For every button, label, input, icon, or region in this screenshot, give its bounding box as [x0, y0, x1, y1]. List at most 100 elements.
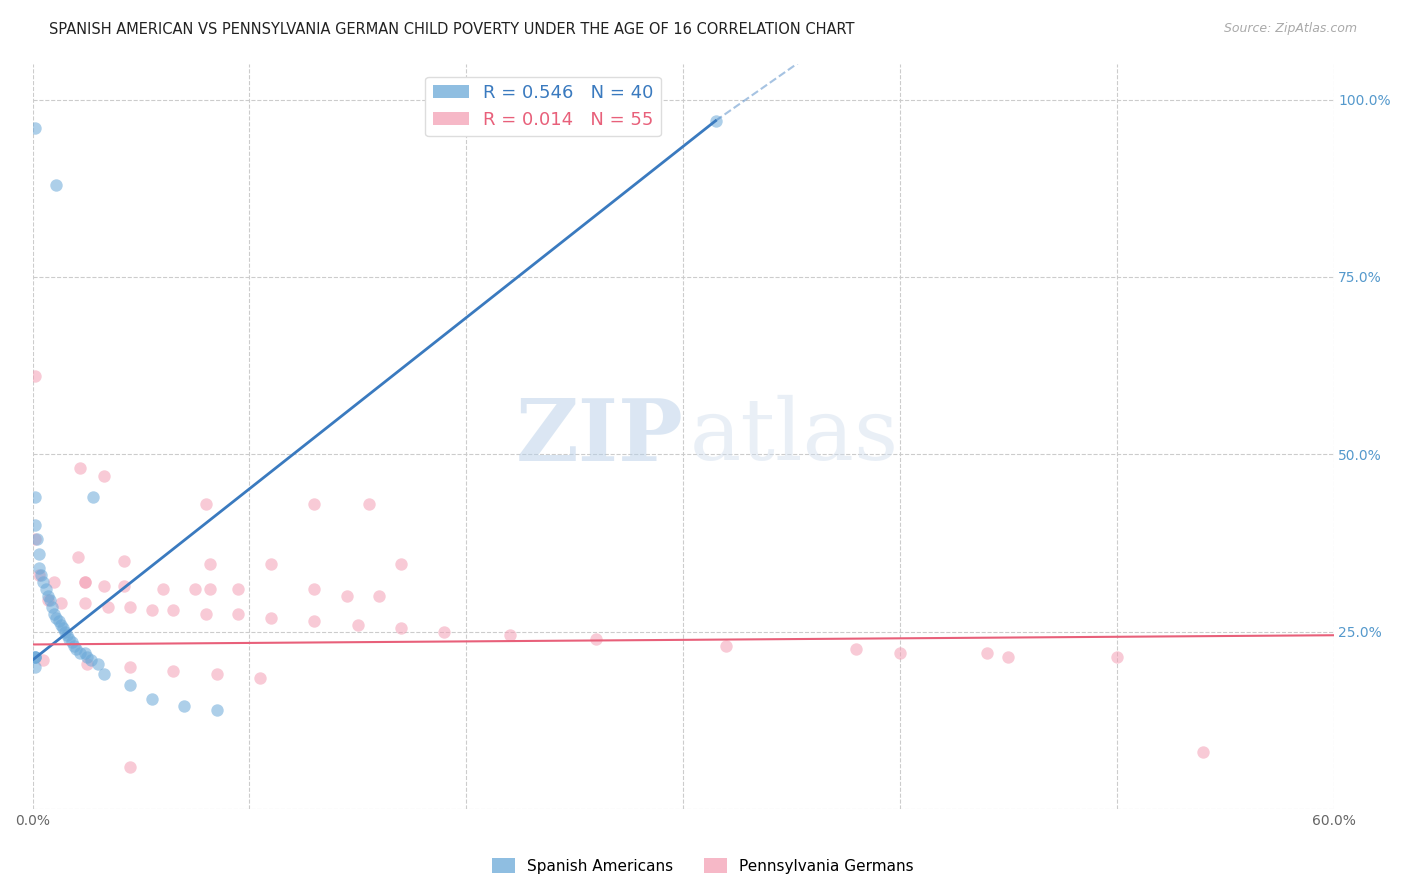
Point — [304, 614, 326, 628]
Text: atlas: atlas — [689, 395, 898, 478]
Point — [24, 649, 46, 664]
Point — [73, 596, 96, 610]
Point — [304, 497, 326, 511]
Point — [41, 599, 63, 614]
Point — [24, 660, 46, 674]
Point — [162, 664, 184, 678]
Point — [69, 646, 91, 660]
Point — [45, 610, 67, 624]
Point — [260, 610, 283, 624]
Point — [228, 582, 250, 596]
Point — [845, 642, 868, 657]
Point — [73, 574, 96, 589]
Point — [24, 649, 46, 664]
Point — [49, 617, 72, 632]
Point — [194, 607, 217, 621]
Point — [65, 642, 87, 657]
Point — [93, 468, 115, 483]
Point — [24, 518, 46, 533]
Point — [1192, 745, 1215, 759]
Point — [200, 582, 222, 596]
Point — [304, 582, 326, 596]
Point — [162, 603, 184, 617]
Point — [228, 607, 250, 621]
Point — [86, 657, 108, 671]
Point — [25, 533, 48, 547]
Point — [76, 657, 98, 671]
Point — [82, 490, 104, 504]
Text: SPANISH AMERICAN VS PENNSYLVANIA GERMAN CHILD POVERTY UNDER THE AGE OF 16 CORREL: SPANISH AMERICAN VS PENNSYLVANIA GERMAN … — [49, 22, 855, 37]
Point — [889, 646, 911, 660]
Point — [93, 667, 115, 681]
Point — [336, 589, 359, 603]
Point — [433, 624, 456, 639]
Point — [152, 582, 174, 596]
Point — [205, 667, 228, 681]
Point — [249, 671, 271, 685]
Point — [997, 649, 1019, 664]
Point — [37, 589, 59, 603]
Point — [80, 653, 103, 667]
Point — [28, 568, 51, 582]
Point — [76, 649, 98, 664]
Point — [389, 558, 412, 572]
Point — [112, 578, 135, 592]
Text: ZIP: ZIP — [515, 394, 683, 479]
Point — [24, 533, 46, 547]
Point — [120, 678, 142, 692]
Point — [37, 592, 59, 607]
Point — [73, 574, 96, 589]
Point — [141, 603, 163, 617]
Point — [716, 639, 738, 653]
Point — [32, 653, 55, 667]
Point — [389, 621, 412, 635]
Point — [24, 649, 46, 664]
Point — [38, 592, 60, 607]
Point — [368, 589, 391, 603]
Text: Source: ZipAtlas.com: Source: ZipAtlas.com — [1223, 22, 1357, 36]
Point — [58, 632, 80, 646]
Point — [56, 628, 79, 642]
Point — [120, 660, 142, 674]
Point — [200, 558, 222, 572]
Point — [34, 582, 56, 596]
Point — [73, 646, 96, 660]
Point — [704, 113, 727, 128]
Point — [69, 461, 91, 475]
Point — [97, 599, 120, 614]
Point — [120, 759, 142, 773]
Point — [976, 646, 998, 660]
Point — [112, 554, 135, 568]
Point — [28, 561, 51, 575]
Point — [346, 617, 368, 632]
Point — [49, 596, 72, 610]
Point — [44, 574, 66, 589]
Point — [173, 699, 195, 714]
Point — [24, 369, 46, 384]
Point — [357, 497, 380, 511]
Point — [44, 607, 66, 621]
Point — [120, 599, 142, 614]
Point — [194, 497, 217, 511]
Point — [48, 614, 70, 628]
Point — [498, 628, 520, 642]
Point — [53, 624, 76, 639]
Point — [184, 582, 207, 596]
Point — [585, 632, 607, 646]
Point — [24, 490, 46, 504]
Point — [30, 568, 52, 582]
Point — [52, 621, 75, 635]
Point — [1105, 649, 1128, 664]
Point — [45, 178, 67, 192]
Legend: R = 0.546   N = 40, R = 0.014   N = 55: R = 0.546 N = 40, R = 0.014 N = 55 — [426, 77, 661, 136]
Point — [93, 578, 115, 592]
Point — [62, 639, 84, 653]
Point — [141, 692, 163, 706]
Point — [32, 574, 55, 589]
Point — [60, 635, 83, 649]
Legend: Spanish Americans, Pennsylvania Germans: Spanish Americans, Pennsylvania Germans — [486, 852, 920, 880]
Point — [24, 120, 46, 135]
Point — [205, 703, 228, 717]
Point — [28, 547, 51, 561]
Point — [67, 550, 90, 565]
